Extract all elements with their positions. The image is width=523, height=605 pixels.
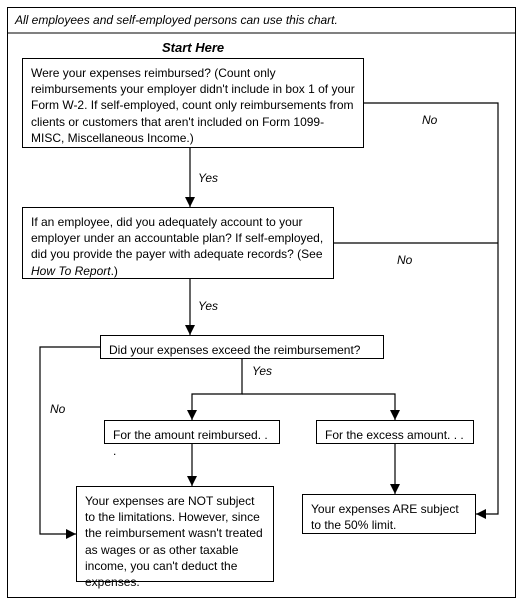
result-are-text: Your expenses ARE subject to the 50% lim… bbox=[311, 502, 459, 532]
label-no-1: No bbox=[422, 113, 437, 127]
flowchart-page: All employees and self-employed persons … bbox=[0, 0, 523, 605]
chart-header: All employees and self-employed persons … bbox=[7, 7, 516, 33]
q1-text: Were your expenses reimbursed? (Count on… bbox=[31, 66, 355, 145]
branch-excess-text: For the excess amount. . . bbox=[325, 428, 464, 442]
node-branch-excess: For the excess amount. . . bbox=[316, 420, 474, 444]
yes-text: Yes bbox=[198, 299, 218, 313]
no-text: No bbox=[397, 253, 412, 267]
node-result-are-subject: Your expenses ARE subject to the 50% lim… bbox=[302, 494, 476, 534]
label-yes-2: Yes bbox=[198, 299, 218, 313]
start-text: Start Here bbox=[162, 40, 224, 55]
label-yes-3: Yes bbox=[252, 364, 272, 378]
label-yes-1: Yes bbox=[198, 171, 218, 185]
q2-text-post: .) bbox=[111, 264, 118, 278]
node-q3-exceed: Did your expenses exceed the reimburseme… bbox=[100, 335, 384, 359]
yes-text: Yes bbox=[252, 364, 272, 378]
result-not-text: Your expenses are NOT subject to the lim… bbox=[85, 494, 263, 589]
q2-text-em: How To Report bbox=[31, 264, 111, 278]
node-q2-accountable: If an employee, did you adequately accou… bbox=[22, 207, 334, 279]
label-no-2: No bbox=[397, 253, 412, 267]
node-result-not-subject: Your expenses are NOT subject to the lim… bbox=[76, 486, 274, 582]
no-text: No bbox=[50, 402, 65, 416]
q2-text-pre: If an employee, did you adequately accou… bbox=[31, 215, 323, 261]
header-text: All employees and self-employed persons … bbox=[15, 13, 338, 27]
q3-text: Did your expenses exceed the reimburseme… bbox=[109, 343, 360, 357]
start-here-label: Start Here bbox=[162, 40, 224, 55]
node-q1-reimbursed: Were your expenses reimbursed? (Count on… bbox=[22, 58, 364, 148]
yes-text: Yes bbox=[198, 171, 218, 185]
no-text: No bbox=[422, 113, 437, 127]
node-branch-reimbursed: For the amount reimbursed. . . bbox=[104, 420, 280, 444]
label-no-3: No bbox=[50, 402, 65, 416]
